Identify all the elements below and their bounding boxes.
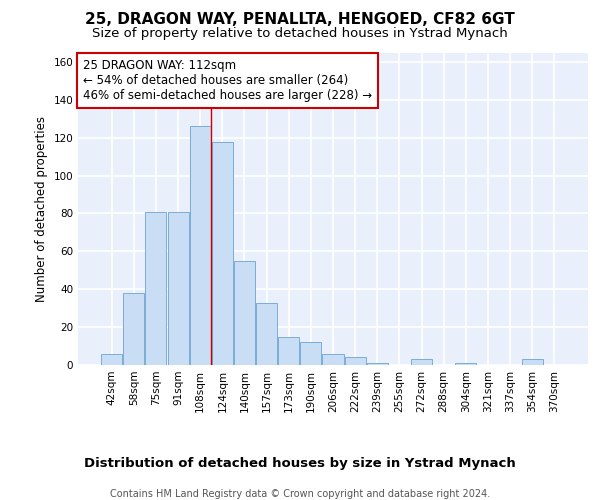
Bar [367, 363, 388, 365]
Y-axis label: Number of detached properties: Number of detached properties [35, 116, 48, 302]
Bar [167, 212, 188, 365]
Bar [256, 302, 277, 365]
Text: Distribution of detached houses by size in Ystrad Mynach: Distribution of detached houses by size … [84, 458, 516, 470]
Bar [322, 354, 344, 365]
Bar [455, 363, 476, 365]
Bar [212, 142, 233, 365]
Bar [344, 358, 365, 365]
Bar [301, 342, 322, 365]
Bar [521, 360, 542, 365]
Text: 25 DRAGON WAY: 112sqm
← 54% of detached houses are smaller (264)
46% of semi-det: 25 DRAGON WAY: 112sqm ← 54% of detached … [83, 58, 372, 102]
Bar [234, 261, 255, 365]
Bar [101, 354, 122, 365]
Bar [124, 293, 145, 365]
Text: Contains HM Land Registry data © Crown copyright and database right 2024.
Contai: Contains HM Land Registry data © Crown c… [88, 489, 512, 500]
Bar [411, 360, 432, 365]
Bar [278, 336, 299, 365]
Text: Size of property relative to detached houses in Ystrad Mynach: Size of property relative to detached ho… [92, 28, 508, 40]
Bar [190, 126, 211, 365]
Bar [145, 212, 166, 365]
Text: 25, DRAGON WAY, PENALLTA, HENGOED, CF82 6GT: 25, DRAGON WAY, PENALLTA, HENGOED, CF82 … [85, 12, 515, 28]
